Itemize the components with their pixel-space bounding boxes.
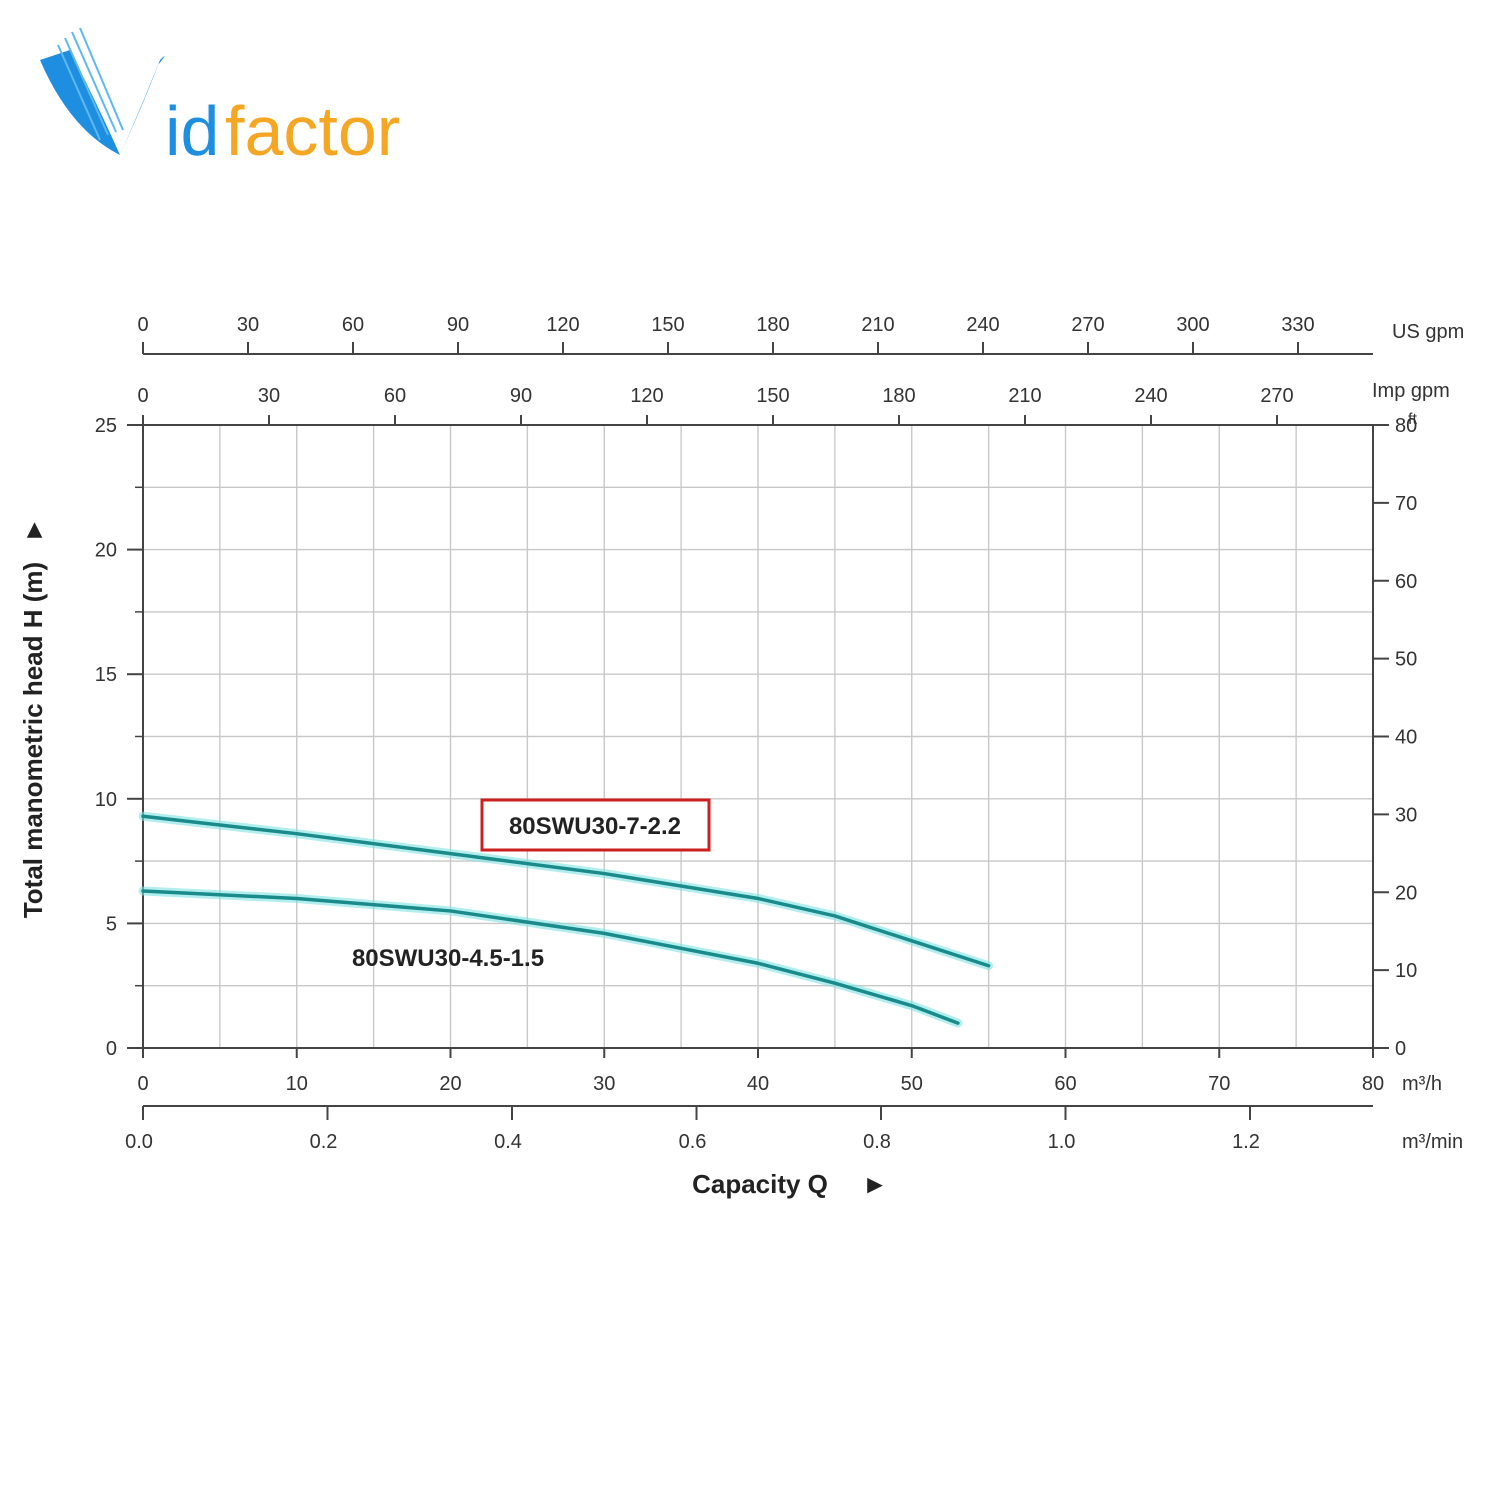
vidfactor-logo: id factor [40, 27, 400, 170]
m3min-tick-label: 1.0 [1048, 1131, 1076, 1153]
ft-tick-label: 10 [1395, 960, 1417, 982]
svg-text:factor: factor [225, 92, 400, 170]
series-curve [141, 889, 960, 1025]
series-label: 80SWU30-7-2.2 [509, 813, 681, 840]
x-tick-label: 20 [439, 1073, 461, 1095]
imp-gpm-tick-label: 180 [882, 385, 915, 407]
ft-tick-label: 20 [1395, 882, 1417, 904]
us-gpm-tick-label: 0 [137, 314, 148, 336]
y-tick-label: 15 [95, 664, 117, 686]
y-axis-arrow: ► [18, 517, 48, 543]
y-axis-title: Total manometric head H (m) [18, 562, 48, 918]
m3min-tick-label: 0.0 [125, 1131, 153, 1153]
imp-gpm-tick-label: 270 [1260, 385, 1293, 407]
ft-tick-label: 60 [1395, 571, 1417, 593]
y-tick-label: 25 [95, 415, 117, 437]
x-axis-title: Capacity Q [692, 1169, 828, 1199]
imp-gpm-tick-label: 150 [756, 385, 789, 407]
x-tick-label: 0 [137, 1073, 148, 1095]
series-label-highlight-box [480, 798, 711, 852]
imp-gpm-tick-label: 90 [510, 385, 532, 407]
ft-tick-label: 50 [1395, 649, 1417, 671]
y-tick-label: 0 [106, 1038, 117, 1060]
us-gpm-tick-label: 30 [237, 314, 259, 336]
us-gpm-tick-label: 330 [1281, 314, 1314, 336]
x-tick-label: 50 [901, 1073, 923, 1095]
series-label: 80SWU30-4.5-1.5 [352, 945, 544, 972]
unit-m3h: m³/h [1402, 1073, 1442, 1095]
us-gpm-tick-label: 270 [1071, 314, 1104, 336]
ft-tick-label: 70 [1395, 493, 1417, 515]
us-gpm-tick-label: 240 [966, 314, 999, 336]
x-tick-label: 80 [1362, 1073, 1384, 1095]
svg-text:id: id [165, 92, 219, 170]
m3min-tick-label: 1.2 [1232, 1131, 1260, 1153]
x-tick-label: 60 [1054, 1073, 1076, 1095]
m3min-tick-label: 0.8 [863, 1131, 891, 1153]
y-tick-label: 5 [106, 913, 117, 935]
us-gpm-tick-label: 180 [756, 314, 789, 336]
x-tick-label: 40 [747, 1073, 769, 1095]
m3min-tick-label: 0.2 [310, 1131, 338, 1153]
us-gpm-tick-label: 150 [651, 314, 684, 336]
us-gpm-tick-label: 60 [342, 314, 364, 336]
series-curves [138, 811, 994, 1028]
us-gpm-tick-label: 300 [1176, 314, 1209, 336]
y-tick-label: 10 [95, 789, 117, 811]
unit-imp-gpm: Imp gpm [1372, 380, 1450, 402]
y-tick-label: 20 [95, 540, 117, 562]
m3min-tick-label: 0.6 [679, 1131, 707, 1153]
x-tick-label: 10 [286, 1073, 308, 1095]
us-gpm-tick-label: 90 [447, 314, 469, 336]
imp-gpm-tick-label: 210 [1008, 385, 1041, 407]
us-gpm-tick-label: 120 [546, 314, 579, 336]
axes [127, 342, 1389, 1120]
imp-gpm-tick-label: 60 [384, 385, 406, 407]
bird-wing-icon [40, 27, 165, 155]
imp-gpm-tick-label: 120 [630, 385, 663, 407]
ft-tick-label: 80 [1395, 415, 1417, 437]
series-curve-glow [138, 886, 963, 1028]
imp-gpm-tick-label: 0 [137, 385, 148, 407]
ft-tick-label: 30 [1395, 804, 1417, 826]
grid [143, 425, 1373, 1048]
series-curve [141, 814, 991, 968]
us-gpm-tick-label: 210 [861, 314, 894, 336]
ft-tick-label: 40 [1395, 727, 1417, 749]
labels: 0 5 10 15 20 25 0 10 20 30 40 50 60 70 80 0.0 0.2 0.4 0.6 0… [95, 314, 1418, 1153]
unit-m3min: m³/min [1402, 1131, 1463, 1153]
ft-tick-label: 0 [1395, 1038, 1406, 1060]
x-axis-arrow: ► [862, 1169, 888, 1199]
imp-gpm-tick-label: 240 [1134, 385, 1167, 407]
x-tick-label: 70 [1208, 1073, 1230, 1095]
imp-gpm-tick-label: 30 [258, 385, 280, 407]
unit-us-gpm: US gpm [1392, 321, 1464, 343]
m3min-tick-label: 0.4 [494, 1131, 522, 1153]
x-tick-label: 30 [593, 1073, 615, 1095]
unit-ft: ft [1408, 411, 1417, 428]
